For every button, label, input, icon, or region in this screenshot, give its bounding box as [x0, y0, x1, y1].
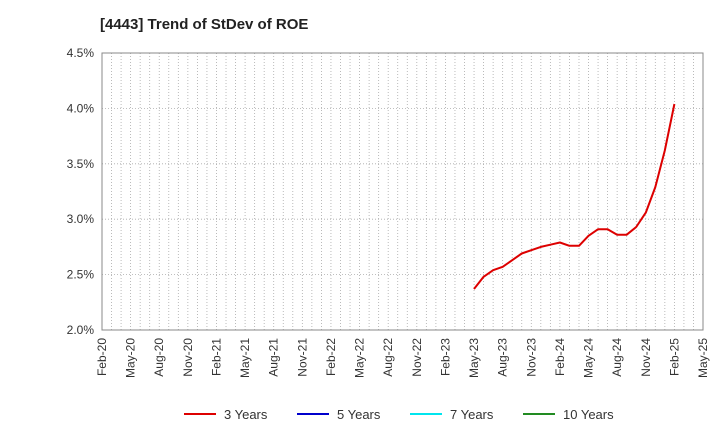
x-tick-label: May-24	[582, 338, 596, 378]
x-tick-label: Feb-21	[209, 338, 223, 376]
y-tick-label: 2.0%	[67, 323, 95, 337]
x-tick-label: May-25	[696, 338, 710, 378]
chart-title: [4443] Trend of StDev of ROE	[100, 16, 308, 33]
x-tick-label: Nov-21	[295, 338, 309, 377]
x-tick-label: Feb-22	[324, 338, 338, 376]
y-tick-label: 3.5%	[67, 157, 95, 171]
y-tick-label: 3.0%	[67, 212, 95, 226]
x-tick-label: Nov-24	[639, 338, 653, 377]
x-tick-label: Feb-25	[667, 338, 681, 376]
y-tick-label: 4.5%	[67, 46, 95, 60]
y-tick-label: 4.0%	[67, 101, 95, 115]
x-tick-label: Aug-22	[381, 338, 395, 377]
x-tick-label: May-23	[467, 338, 481, 378]
x-tick-label: Feb-20	[95, 338, 109, 376]
legend-label: 5 Years	[337, 407, 381, 422]
y-tick-label: 2.5%	[67, 268, 95, 282]
x-tick-label: Feb-23	[438, 338, 452, 376]
grid	[102, 53, 703, 330]
series-line-3-years	[473, 103, 676, 290]
legend: 3 Years 5 Years 7 Years 10 Years	[184, 407, 614, 422]
x-tick-label: Aug-23	[496, 338, 510, 377]
x-tick-label: Nov-22	[410, 338, 424, 377]
series-lines	[473, 103, 676, 290]
x-tick-label: Aug-20	[152, 338, 166, 377]
x-tick-label: Nov-20	[181, 338, 195, 377]
x-tick-label: Aug-24	[610, 338, 624, 377]
legend-label: 10 Years	[563, 407, 614, 422]
y-axis: 2.0% 2.5% 3.0% 3.5% 4.0% 4.5%	[67, 46, 95, 337]
legend-label: 7 Years	[450, 407, 494, 422]
plot-frame	[101, 52, 704, 331]
x-tick-label: Aug-21	[267, 338, 281, 377]
x-tick-label: Feb-24	[553, 338, 567, 376]
x-tick-label: May-21	[238, 338, 252, 378]
x-axis: Feb-20 May-20 Aug-20 Nov-20 Feb-21 May-21 Aug-…	[95, 338, 710, 378]
legend-label: 3 Years	[224, 407, 268, 422]
x-tick-label: May-22	[353, 338, 367, 378]
x-tick-label: May-20	[124, 338, 138, 378]
x-tick-label: Nov-23	[524, 338, 538, 377]
